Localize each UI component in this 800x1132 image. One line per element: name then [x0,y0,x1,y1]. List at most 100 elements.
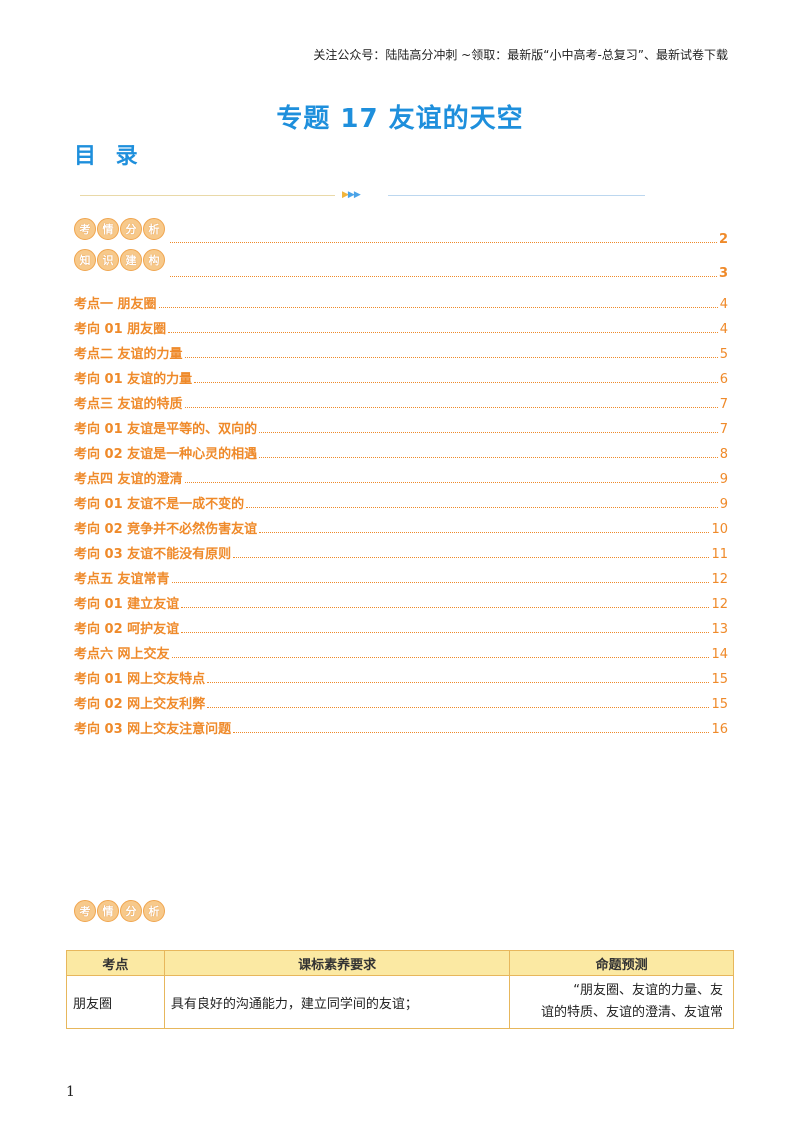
toc-item[interactable]: 考点二 友谊的力量 5 [74,343,728,362]
toc-item[interactable]: 考向 01 友谊不是一成不变的 9 [74,493,728,512]
toc-item[interactable]: 考向 01 友谊的力量 6 [74,368,728,387]
toc-page: 10 [711,522,728,537]
badge-char: 考 [74,900,96,922]
toc-item[interactable]: 考向 01 网上交友特点 15 [74,668,728,687]
toc-label: 考点二 友谊的力量 [74,347,183,362]
toc-label: 考向 02 呵护友谊 [74,622,180,637]
toc-page: 8 [719,447,728,462]
toc-item[interactable]: 考向 02 友谊是一种心灵的相遇 8 [74,443,728,462]
toc-label: 考向 02 竞争并不必然伤害友谊 [74,522,258,537]
toc-label: 考点五 友谊常青 [74,572,170,587]
toc-item[interactable]: 考向 02 竞争并不必然伤害友谊 10 [74,518,728,537]
badge-char: 识 [97,249,119,271]
toc-entry-knowledge[interactable]: 3 [168,266,728,281]
toc-page: 9 [719,472,728,487]
table-header-row: 考点 课标素养要求 命题预测 [66,950,734,976]
badge-char: 知 [74,249,96,271]
toc-label: 考向 01 友谊的力量 [74,372,193,387]
analysis-table: 考点 课标素养要求 命题预测 朋友圈 具有良好的沟通能力，建立同学间的友谊； “… [66,950,734,1029]
badge-char: 建 [120,249,142,271]
leader-dots [259,456,718,458]
section-badge-analysis: 考 情 分 析 [74,900,165,922]
toc-page: 7 [719,422,728,437]
toc-label: 考向 01 朋友圈 [74,322,167,337]
leader-dots [207,681,710,683]
table-cell-requirement: 具有良好的沟通能力，建立同学间的友谊； [163,975,511,1029]
divider-line-left [80,195,335,196]
badge-char: 情 [97,218,119,240]
toc-label: 考点六 网上交友 [74,647,170,662]
toc-page: 16 [711,722,728,737]
leader-dots [194,381,718,383]
table-row: 朋友圈 具有良好的沟通能力，建立同学间的友谊； “朋友圈、友谊的力量、友 谊的特… [66,975,734,1029]
toc-label: 考向 01 友谊不是一成不变的 [74,497,245,512]
leader-dots [184,481,718,483]
toc-entry-analysis[interactable]: 2 [168,232,728,247]
toc-heading: 目 录 [74,144,144,169]
leader-dots [170,275,717,277]
leader-dots [171,581,710,583]
leader-dots [259,531,710,533]
leader-dots [207,706,710,708]
toc-item[interactable]: 考向 01 朋友圈 4 [74,318,728,337]
leader-dots [158,306,718,308]
toc-item[interactable]: 考点四 友谊的澄清 9 [74,468,728,487]
toc-page: 7 [719,397,728,412]
leader-dots [181,631,710,633]
leader-dots [233,731,710,733]
divider: ▶▶▶ [80,190,645,202]
toc-item[interactable]: 考向 01 友谊是平等的、双向的 7 [74,418,728,437]
toc-page: 11 [711,547,728,562]
divider-line-right [388,195,645,196]
leader-dots [184,406,718,408]
table-cell-topic: 朋友圈 [66,975,165,1029]
badge-char: 析 [143,218,165,240]
page-number: 1 [66,1084,75,1100]
badge-char: 考 [74,218,96,240]
badge-knowledge: 知 识 建 构 [74,249,165,271]
toc-label: 考向 01 友谊是平等的、双向的 [74,422,258,437]
toc-label: 考向 02 友谊是一种心灵的相遇 [74,447,258,462]
toc-item[interactable]: 考向 02 呵护友谊 13 [74,618,728,637]
badge-char: 析 [143,900,165,922]
toc-page: 15 [711,697,728,712]
toc-page: 14 [711,647,728,662]
leader-dots [184,356,718,358]
divider-arrows-icon: ▶▶▶ [342,190,361,200]
leader-dots [171,656,710,658]
badge-char: 情 [97,900,119,922]
table-header: 考点 [66,950,165,976]
toc-label: 考向 03 网上交友注意问题 [74,722,232,737]
toc-item[interactable]: 考点五 友谊常青 12 [74,568,728,587]
toc-item[interactable]: 考向 03 友谊不能没有原则 11 [74,543,728,562]
toc-label: 考向 01 建立友谊 [74,597,180,612]
leader-dots [246,506,718,508]
header-note: 关注公众号：陆陆高分冲刺 ~领取：最新版“小中高考-总复习”、最新试卷下载 [313,48,728,62]
table-header: 课标素养要求 [163,950,511,976]
toc-item[interactable]: 考点三 友谊的特质 7 [74,393,728,412]
table-cell-prediction: “朋友圈、友谊的力量、友 谊的特质、友谊的澄清、友谊常 [509,975,734,1029]
leader-dots [181,606,710,608]
table-header: 命题预测 [509,950,734,976]
prediction-line: “朋友圈、友谊的力量、友 [573,983,723,998]
toc-page: 12 [711,597,728,612]
leader-dots [170,241,717,243]
badge-char: 分 [120,900,142,922]
toc-page: 3 [718,266,728,281]
toc-page: 12 [711,572,728,587]
toc-page: 6 [719,372,728,387]
toc-label: 考点四 友谊的澄清 [74,472,183,487]
leader-dots [233,556,710,558]
toc-label: 考向 03 友谊不能没有原则 [74,547,232,562]
toc-label: 考向 02 网上交友利弊 [74,697,206,712]
toc-item[interactable]: 考点六 网上交友 14 [74,643,728,662]
toc-page: 4 [719,322,728,337]
badge-char: 构 [143,249,165,271]
toc-page: 13 [711,622,728,637]
toc-page: 9 [719,497,728,512]
toc-item[interactable]: 考向 03 网上交友注意问题 16 [74,718,728,737]
toc-item[interactable]: 考向 01 建立友谊 12 [74,593,728,612]
toc-item[interactable]: 考向 02 网上交友利弊 15 [74,693,728,712]
toc-page: 2 [718,232,728,247]
toc-item[interactable]: 考点一 朋友圈 4 [74,293,728,312]
